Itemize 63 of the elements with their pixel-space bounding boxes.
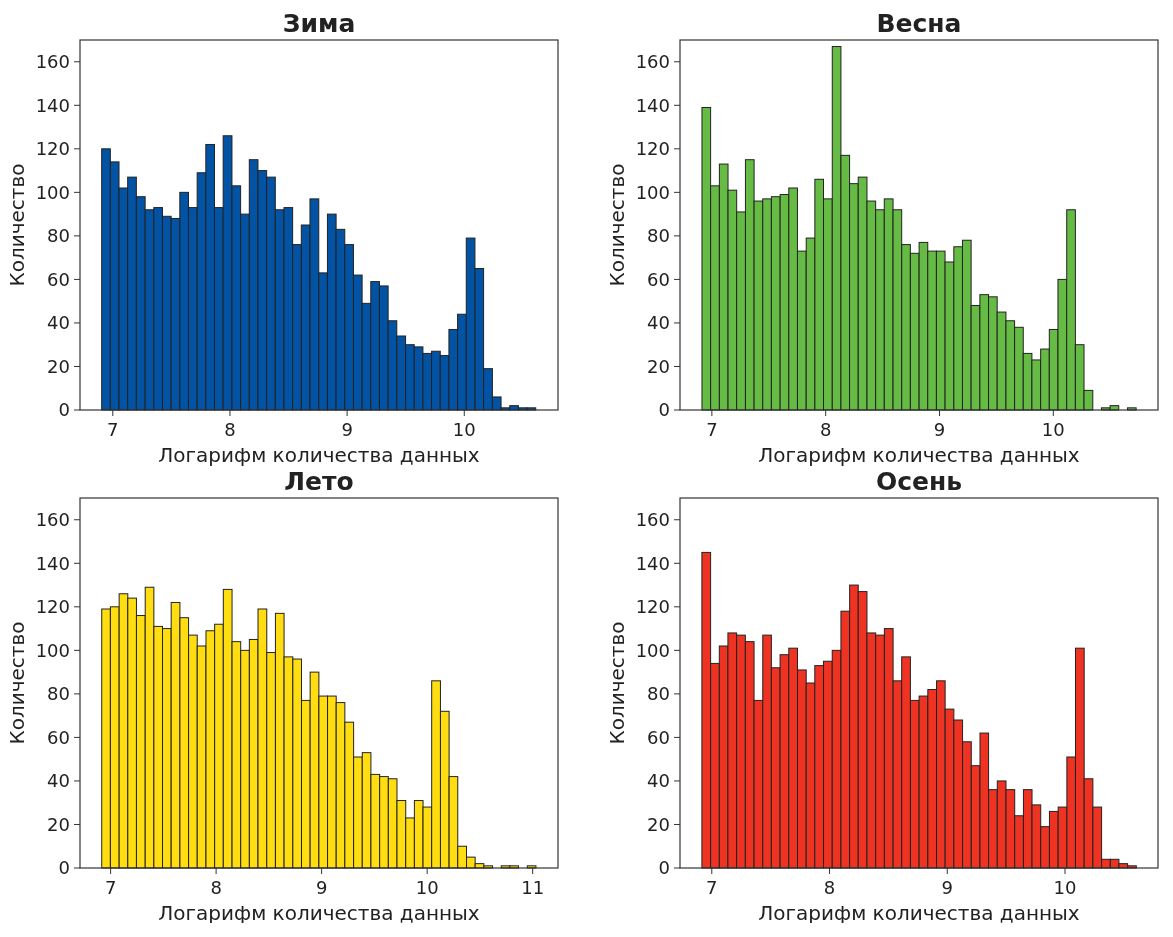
y-tick-label: 60 xyxy=(47,268,70,290)
x-tick-label: 8 xyxy=(224,419,236,440)
x-tick-label: 8 xyxy=(210,877,222,898)
y-tick-label: 140 xyxy=(35,94,70,116)
x-tick-label: 7 xyxy=(706,419,718,440)
chart-title: Лето xyxy=(284,467,354,496)
x-tick-label: 10 xyxy=(415,877,439,898)
y-tick-label: 40 xyxy=(47,770,70,792)
x-tick-label: 8 xyxy=(823,877,836,898)
y-tick-label: 140 xyxy=(35,552,70,574)
y-tick-label: 40 xyxy=(647,312,670,334)
y-tick-label: 100 xyxy=(35,181,70,203)
y-tick-label: 40 xyxy=(47,312,70,334)
y-tick-label: 60 xyxy=(47,726,70,748)
y-tick-label: 80 xyxy=(47,225,70,247)
y-tick-label: 60 xyxy=(647,268,670,290)
y-tick-label: 20 xyxy=(47,355,70,377)
x-tick-label: 10 xyxy=(452,419,476,440)
x-tick-label: 7 xyxy=(706,877,718,898)
y-tick-label: 100 xyxy=(635,639,670,661)
y-axis-title: Количество xyxy=(5,621,29,745)
y-tick-label: 80 xyxy=(647,225,670,247)
y-tick-label: 160 xyxy=(35,51,70,73)
chart-title: Весна xyxy=(876,9,962,38)
y-tick-label: 120 xyxy=(35,596,70,618)
y-tick-label: 0 xyxy=(58,399,70,421)
chart-title: Зима xyxy=(282,9,356,38)
x-tick-label: 9 xyxy=(341,419,353,440)
y-tick-label: 160 xyxy=(635,51,670,73)
x-axis-title: Логарифм количества данных xyxy=(158,443,480,467)
y-tick-label: 40 xyxy=(647,770,670,792)
x-tick-label: 7 xyxy=(104,877,117,898)
x-tick-label: 9 xyxy=(933,419,946,440)
y-tick-label: 20 xyxy=(647,355,670,377)
y-axis-title: Количество xyxy=(605,621,629,745)
y-tick-label: 0 xyxy=(658,857,670,879)
x-axis-title: Логарифм количества данных xyxy=(758,443,1080,467)
x-tick-label: 7 xyxy=(107,419,119,440)
y-axis-title: Количество xyxy=(5,163,29,287)
y-axis-title: Количество xyxy=(605,163,629,287)
x-tick-label: 10 xyxy=(1053,877,1077,898)
y-tick-label: 20 xyxy=(647,813,670,835)
y-tick-label: 0 xyxy=(58,857,70,879)
y-tick-label: 160 xyxy=(635,509,670,531)
y-tick-label: 140 xyxy=(635,552,670,574)
x-tick-label: 9 xyxy=(315,877,328,898)
x-tick-label: 10 xyxy=(1041,419,1065,440)
y-tick-label: 120 xyxy=(35,138,70,160)
y-tick-label: 120 xyxy=(635,596,670,618)
chart-title: Осень xyxy=(875,467,963,496)
y-tick-label: 80 xyxy=(47,683,70,705)
x-tick-label: 9 xyxy=(941,877,953,898)
x-tick-label: 8 xyxy=(819,419,832,440)
y-tick-label: 80 xyxy=(647,683,670,705)
x-tick-label: 11 xyxy=(521,877,545,898)
y-tick-label: 100 xyxy=(35,639,70,661)
y-tick-label: 160 xyxy=(35,509,70,531)
y-tick-label: 120 xyxy=(635,138,670,160)
y-tick-label: 100 xyxy=(635,181,670,203)
y-tick-label: 60 xyxy=(647,726,670,748)
y-tick-label: 20 xyxy=(47,813,70,835)
y-tick-label: 140 xyxy=(635,94,670,116)
y-tick-label: 0 xyxy=(658,399,670,421)
